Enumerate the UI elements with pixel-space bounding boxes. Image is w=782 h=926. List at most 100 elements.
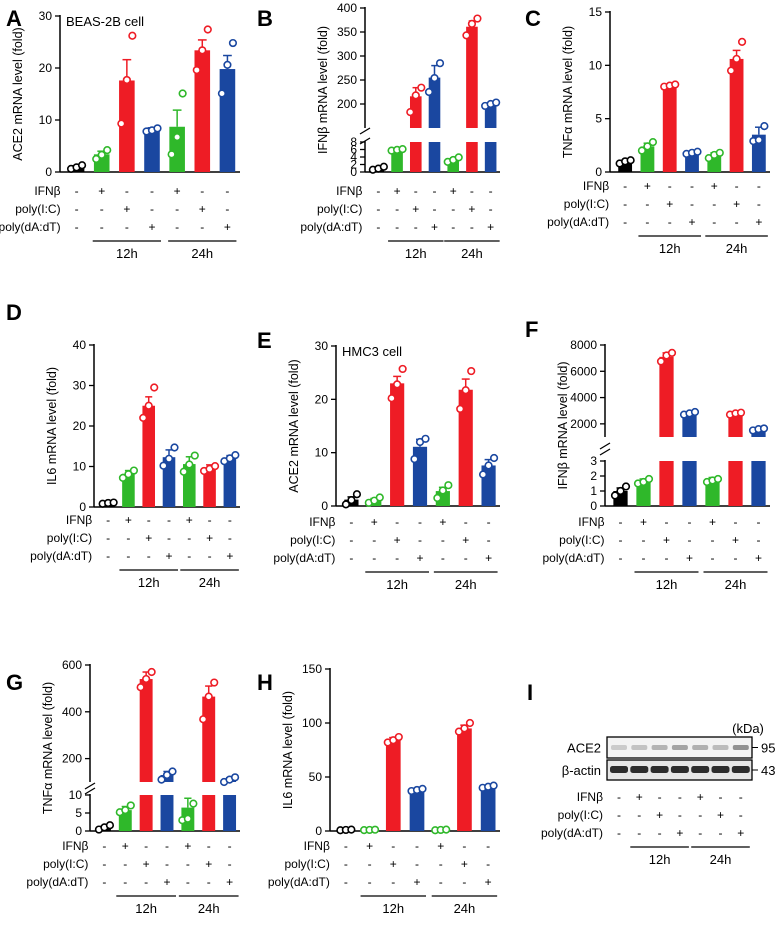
treatment-sign: - (712, 215, 716, 229)
bar-upper (409, 96, 422, 128)
bar-upper (484, 104, 497, 128)
band (631, 745, 648, 750)
treatment-sign: - (102, 857, 106, 871)
treatment-sign: - (486, 839, 490, 853)
treatment-table: IFNβ - + - - + - -poly(I:C) - - + - - + -poly(dA:dT) - -… (0, 184, 237, 261)
data-point (105, 821, 115, 830)
bar (458, 389, 473, 506)
treatment-sign: + (145, 531, 152, 545)
treatment-sign: - (642, 533, 646, 547)
band (651, 745, 668, 750)
data-point (411, 91, 420, 100)
condition-label: poly(I:C) (43, 857, 88, 871)
panel-label: E (257, 328, 272, 353)
treatment-sign: - (645, 215, 649, 229)
treatment-sign: - (623, 197, 627, 211)
treatment-sign: - (200, 220, 204, 234)
treatment-sign: - (489, 202, 493, 216)
bar-group-7 (220, 451, 240, 507)
y-tick-label: 1 (590, 484, 597, 498)
y-tick-label: 0 (590, 499, 597, 513)
time-label: 24h (461, 246, 483, 261)
bar-group-6 (725, 408, 746, 506)
treatment-sign: - (712, 197, 716, 211)
y-tick-label: 150 (302, 662, 322, 676)
treatment-sign: - (395, 515, 399, 529)
y-tick-label: 100 (302, 716, 322, 730)
panel-label: A (6, 6, 22, 31)
treatment-sign: + (450, 184, 457, 198)
treatment-sign: - (415, 857, 419, 871)
condition-label: IFNβ (66, 513, 92, 527)
bar (457, 728, 472, 831)
y-tick-label: 2 (350, 158, 357, 172)
treatment-sign: - (617, 790, 621, 804)
data-point (492, 98, 501, 107)
condition-label: IFNβ (62, 839, 88, 853)
treatment-sign: - (739, 790, 743, 804)
treatment-sign: - (690, 197, 694, 211)
bar-group-7 (481, 98, 501, 172)
treatment-sign: - (619, 551, 623, 565)
treatment-sign: - (147, 549, 151, 563)
bar (119, 80, 135, 172)
treatment-table: IFNβ - + - - + - -poly(I:C) - - + - - + -poly(dA:dT) - -… (542, 515, 768, 592)
treatment-sign: - (464, 551, 468, 565)
treatment-sign: + (755, 551, 762, 565)
treatment-sign: + (206, 531, 213, 545)
treatment-sign: - (668, 179, 672, 193)
treatment-sign: - (376, 184, 380, 198)
treatment-sign: + (366, 839, 373, 853)
bar (662, 85, 677, 172)
data-point (473, 14, 482, 23)
treatment-sign: - (678, 808, 682, 822)
data-point (341, 500, 351, 509)
time-label: 12h (659, 241, 681, 256)
treatment-sign: + (663, 533, 670, 547)
treatment-sign: + (461, 857, 468, 871)
treatment-sign: - (617, 808, 621, 822)
treatment-sign: - (415, 839, 419, 853)
bar-group-6 (192, 25, 212, 172)
y-tick-label: 200 (337, 97, 357, 111)
treatment-sign: - (208, 549, 212, 563)
condition-label: IFNβ (336, 184, 362, 198)
data-point (153, 124, 162, 133)
bar-upper (682, 413, 697, 437)
y-tick-label: 3 (590, 454, 597, 468)
bar (618, 161, 633, 172)
band (732, 745, 749, 750)
bar-group-4 (424, 59, 445, 172)
bar-group-6 (462, 14, 482, 172)
treatment-sign: - (462, 839, 466, 853)
mw-label: 95 (761, 741, 775, 756)
bar-group-3 (656, 348, 677, 506)
treatment-sign: + (462, 533, 469, 547)
condition-label: poly(I:C) (564, 197, 609, 211)
bar (685, 152, 699, 172)
condition-label: poly(I:C) (285, 857, 330, 871)
data-point (203, 25, 212, 34)
treatment-sign: - (395, 220, 399, 234)
treatment-sign: - (433, 184, 437, 198)
treatment-sign: - (757, 533, 761, 547)
treatment-sign: + (485, 875, 492, 889)
bar-group-4 (159, 443, 179, 507)
y-tick-label: 30 (315, 339, 329, 353)
treatment-sign: - (719, 826, 723, 840)
treatment-sign: + (390, 857, 397, 871)
treatment-sign: + (394, 533, 401, 547)
data-point (231, 451, 240, 460)
bar-lower (428, 142, 441, 172)
data-point (406, 108, 415, 117)
condition-label: poly(dA:dT) (30, 549, 92, 563)
data-point (92, 154, 101, 164)
panel-label: D (6, 300, 22, 325)
treatment-sign: + (656, 808, 663, 822)
treatment-sign: - (208, 513, 212, 527)
treatment-sign: + (163, 875, 170, 889)
bar (480, 786, 496, 831)
